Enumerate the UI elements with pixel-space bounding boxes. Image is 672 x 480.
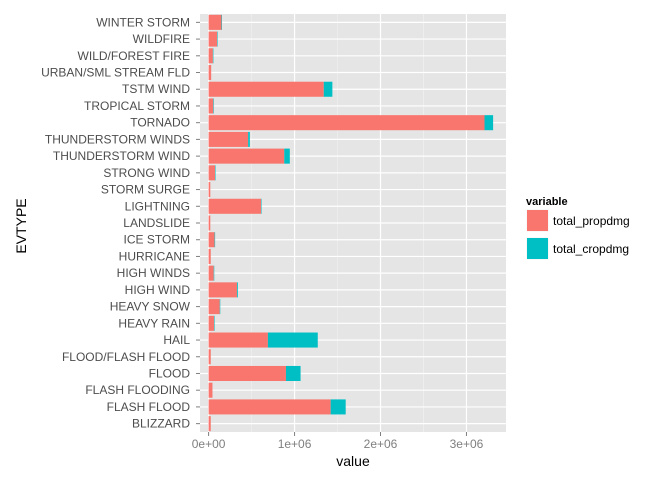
bar-total_propdmg	[208, 248, 211, 264]
bar-total_propdmg	[208, 81, 324, 97]
bar-total_propdmg	[208, 382, 213, 398]
bar-total_cropdmg	[215, 165, 216, 181]
y-tick-label: LIGHTNING	[125, 199, 190, 213]
bars	[208, 14, 494, 432]
y-tick-label: BLIZZARD	[132, 417, 190, 431]
x-tick-label: 3e+06	[450, 437, 484, 451]
y-tick-label: ICE STORM	[124, 233, 190, 247]
y-tick-label: THUNDERSTORM WINDS	[45, 132, 190, 146]
bar-total_propdmg	[208, 282, 237, 298]
legend-label-total_cropdmg: total_cropdmg	[553, 242, 629, 256]
bar-total_propdmg	[208, 148, 285, 164]
y-tick-label: FLASH FLOOD	[107, 400, 191, 414]
legend: variable total_propdmg total_cropdmg	[525, 196, 630, 261]
bar-total_cropdmg	[213, 265, 215, 281]
legend-key-total_cropdmg	[527, 238, 548, 259]
bar-total_propdmg	[208, 332, 268, 348]
bar-total_propdmg	[208, 14, 222, 30]
bar-total_cropdmg	[219, 299, 221, 315]
y-axis-ticks: BLIZZARD FLASH FLOOD FLASH FLOODING FLOOD FL…	[41, 15, 200, 431]
y-tick-label: HIGH WINDS	[117, 266, 190, 280]
y-tick-label: STORM SURGE	[101, 183, 190, 197]
bar-total_propdmg	[208, 165, 216, 181]
x-tick-label: 0e+00	[192, 437, 226, 451]
y-tick-label: TSTM WIND	[122, 82, 190, 96]
y-tick-label: HAIL	[163, 333, 190, 347]
bar-total_propdmg	[208, 115, 485, 131]
bar-total_cropdmg	[261, 198, 262, 214]
y-tick-label: HIGH WIND	[125, 283, 191, 297]
bar-total_cropdmg	[323, 81, 333, 97]
y-tick-label: HURRICANE	[119, 249, 190, 263]
bar-total_cropdmg	[248, 131, 250, 147]
bar-total_propdmg	[208, 365, 286, 382]
bar-total_propdmg	[208, 349, 211, 365]
bar-total_cropdmg	[484, 115, 494, 131]
bar-total_propdmg	[208, 131, 249, 147]
y-tick-label: FLOOD	[149, 366, 191, 380]
bar-total_propdmg	[208, 64, 212, 81]
bar-total_cropdmg	[236, 282, 238, 298]
y-tick-label: URBAN/SML STREAM FLD	[41, 66, 190, 80]
y-axis-title: EVTYPE	[13, 198, 29, 253]
bar-total_cropdmg	[217, 31, 218, 47]
bar-total_propdmg	[208, 198, 262, 214]
y-tick-label: WINTER STORM	[96, 15, 190, 29]
y-tick-label: HEAVY RAIN	[118, 316, 190, 330]
legend-key-total_propdmg	[527, 210, 548, 231]
legend-label-total_propdmg: total_propdmg	[553, 214, 630, 228]
y-tick-label: LANDSLIDE	[123, 216, 190, 230]
y-tick-label: THUNDERSTORM WIND	[53, 149, 190, 163]
bar-total_cropdmg	[330, 399, 346, 415]
bar-total_propdmg	[208, 232, 215, 248]
y-tick-label: WILDFIRE	[133, 32, 190, 46]
legend-title: variable	[526, 196, 568, 208]
bar-total_propdmg	[208, 315, 215, 331]
bar-total_cropdmg	[284, 148, 290, 164]
y-tick-label: HEAVY SNOW	[110, 300, 191, 314]
bar-total_propdmg	[208, 31, 218, 47]
y-tick-label: FLASH FLOODING	[85, 383, 190, 397]
x-axis-ticks: 0e+00 1e+06 2e+06 3e+06	[192, 432, 484, 451]
bar-total_propdmg	[208, 416, 211, 432]
bar-total_propdmg	[208, 265, 214, 281]
bar-total_propdmg	[208, 98, 214, 114]
bar-total_propdmg	[208, 48, 213, 64]
bar-total_cropdmg	[221, 14, 222, 30]
bar-total_cropdmg	[267, 332, 318, 348]
bar-total_cropdmg	[212, 48, 214, 64]
y-tick-label: TROPICAL STORM	[84, 99, 190, 113]
y-tick-label: FLOOD/FLASH FLOOD	[62, 350, 190, 364]
bar-total_propdmg	[208, 299, 220, 315]
x-tick-label: 2e+06	[364, 437, 398, 451]
y-tick-label: WILD/FOREST FIRE	[78, 49, 190, 63]
bar-total_cropdmg	[214, 232, 216, 248]
bar-total_propdmg	[208, 215, 211, 231]
bar-total_cropdmg	[285, 365, 301, 382]
bar-total_propdmg	[208, 399, 331, 415]
y-tick-label: STRONG WIND	[103, 166, 190, 180]
bar-total_cropdmg	[214, 315, 215, 331]
x-tick-label: 1e+06	[278, 437, 312, 451]
y-tick-label: TORNADO	[130, 116, 190, 130]
bar-total_propdmg	[208, 182, 211, 198]
x-axis-title: value	[336, 453, 370, 469]
bar-total_cropdmg	[213, 98, 214, 114]
